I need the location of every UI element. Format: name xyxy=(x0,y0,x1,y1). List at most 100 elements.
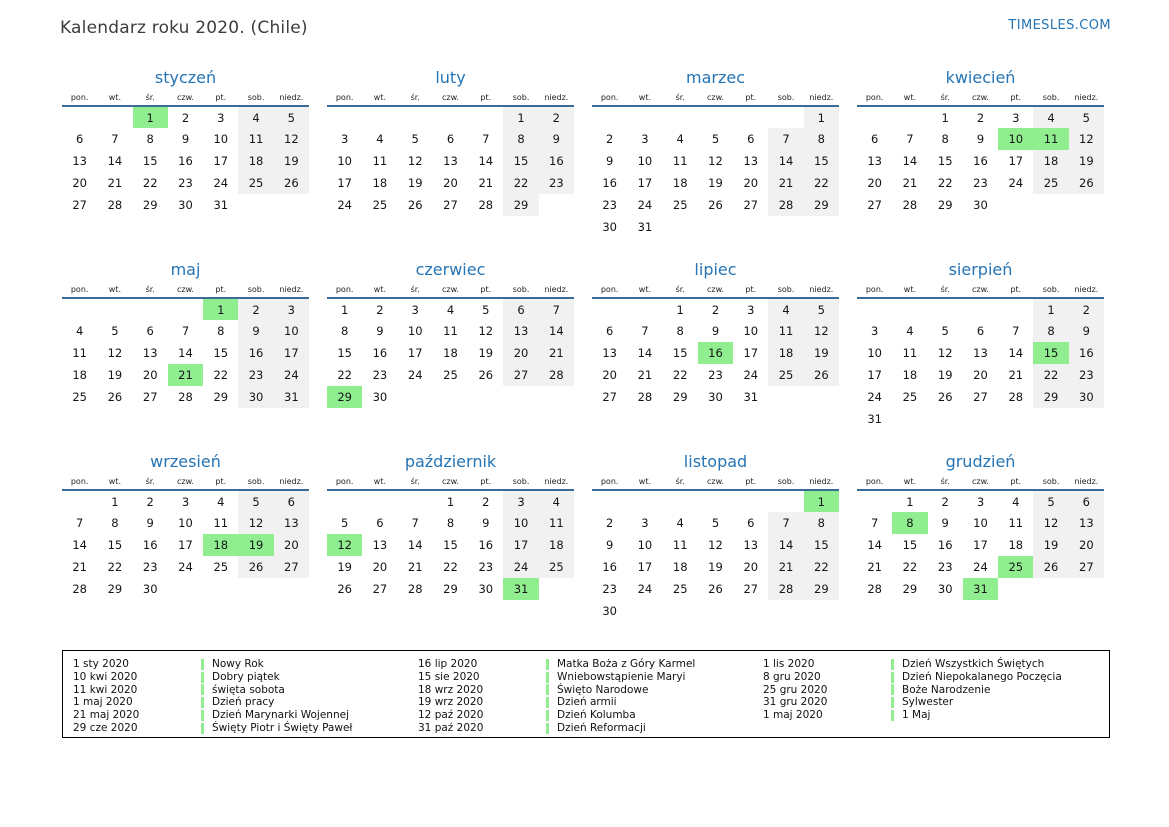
empty-cell xyxy=(768,386,803,408)
date-cell: 5 xyxy=(711,516,720,530)
day-header-niedz: niedz. xyxy=(544,93,569,102)
weekday-header-row: pon. wt. śr. czw. pt. sob. niedz. xyxy=(592,93,839,106)
date-cell: 13 xyxy=(443,154,458,168)
day-header-sob: sob. xyxy=(1042,93,1060,102)
date-cell: 15 xyxy=(443,538,458,552)
legend-holiday-name: Boże Narodzenie xyxy=(902,683,991,696)
date-cell: 7 xyxy=(75,516,84,530)
weekend-date-cell: 1 xyxy=(503,106,539,128)
day-header-śr: śr. xyxy=(675,477,685,486)
weekend-date-cell: 22 xyxy=(1033,364,1069,386)
date-cell: 8 xyxy=(217,324,225,338)
day-header-sob: sob. xyxy=(512,477,530,486)
date-cell: 17 xyxy=(1008,154,1024,168)
date-cell: 16 xyxy=(178,154,193,168)
weekend-date-cell: 5 xyxy=(1068,106,1104,128)
empty-cell xyxy=(698,216,733,238)
empty-cell xyxy=(539,194,574,216)
empty-cell xyxy=(1033,578,1068,600)
empty-cell xyxy=(1033,194,1068,216)
holiday-date-cell: 8 xyxy=(892,512,928,534)
week-row: 13 14 15 16 17 18 19 xyxy=(592,342,839,364)
legend-row: 1 maj 2020 1 Maj xyxy=(763,709,1108,722)
date-cell: 4 xyxy=(376,132,384,146)
weekend-date-cell: 15 xyxy=(803,150,839,172)
empty-cell xyxy=(892,106,927,128)
day-header-czw: czw. xyxy=(177,93,194,102)
date-cell: 5 xyxy=(482,302,490,317)
holiday-date-cell: 1 xyxy=(203,298,239,320)
date-cell: 17 xyxy=(178,538,193,552)
legend-holiday-name: Sylwester xyxy=(902,696,954,709)
day-header-niedz: niedz. xyxy=(809,93,834,102)
date-cell: 6 xyxy=(976,324,985,338)
empty-cell xyxy=(733,490,768,512)
weekend-date-cell: 12 xyxy=(238,512,274,534)
day-header-czw: czw. xyxy=(177,285,194,294)
month-table: pon. wt. śr. czw. pt. sob. niedz. 1 2 3 4 5 6 7 8 9 10 11… xyxy=(62,477,309,600)
week-row: 28 29 30 31 xyxy=(857,578,1104,600)
day-header-śr: śr. xyxy=(675,285,685,294)
day-header-pt: pt. xyxy=(1010,93,1022,102)
date-cell: 22 xyxy=(937,176,953,190)
day-header-czw: czw. xyxy=(707,477,724,486)
weekend-date-cell: 18 xyxy=(1033,150,1069,172)
day-header-wt: wt. xyxy=(638,285,652,294)
date-cell: 12 xyxy=(937,346,953,360)
month-lipiec: lipiec pon. wt. śr. czw. pt. sob. niedz. 1 2 3 4 5 6 7… xyxy=(592,260,839,408)
weekday-header-row: pon. wt. śr. czw. pt. sob. niedz. xyxy=(857,477,1104,490)
weekend-date-cell: 20 xyxy=(1068,534,1104,556)
day-header-sob: sob. xyxy=(247,93,265,102)
date-cell: 14 xyxy=(867,538,882,552)
weekend-date-cell: 30 xyxy=(238,386,274,408)
date-cell: 24 xyxy=(867,390,882,404)
month-grudzień: grudzień pon. wt. śr. czw. pt. sob. niedz. 1 2 3 4 5… xyxy=(857,452,1104,600)
date-cell: 11 xyxy=(672,538,688,552)
weekend-date-cell: 9 xyxy=(538,128,574,150)
date-cell: 7 xyxy=(641,324,649,338)
month-title: luty xyxy=(435,68,466,87)
month-marzec: marzec pon. wt. śr. czw. pt. sob. niedz. 1 2 3 4 5 6 7… xyxy=(592,68,839,238)
date-cell: 11 xyxy=(213,516,229,530)
holiday-date-cell: 11 xyxy=(1033,128,1069,150)
holiday-date-cell: 18 xyxy=(203,534,239,556)
weekday-header-row: pon. wt. śr. czw. pt. sob. niedz. xyxy=(592,477,839,490)
empty-cell xyxy=(539,386,574,408)
legend-name-block: Dobry piątek xyxy=(201,671,280,684)
day-header-sob: sob. xyxy=(777,477,795,486)
empty-cell xyxy=(627,600,662,622)
date-cell: 31 xyxy=(743,390,759,404)
month-title: maj xyxy=(170,260,201,279)
weekend-date-cell: 4 xyxy=(238,106,274,128)
weekend-date-cell: 28 xyxy=(768,194,804,216)
week-row: 9 10 11 12 13 14 15 xyxy=(592,150,839,172)
day-header-śr: śr. xyxy=(940,285,950,294)
week-row: 19 20 21 22 23 24 25 xyxy=(327,556,574,578)
date-cell: 9 xyxy=(181,132,190,146)
day-header-sob: sob. xyxy=(777,93,795,102)
day-header-pt: pt. xyxy=(1010,285,1022,294)
month-styczeń: styczeń pon. wt. śr. czw. pt. sob. niedz. 1 2 3 4 5 6… xyxy=(62,68,309,216)
brand-link[interactable]: TIMESLES.COM xyxy=(1008,18,1111,33)
date-cell: 18 xyxy=(1008,538,1024,552)
date-cell: 4 xyxy=(75,324,84,338)
date-cell: 7 xyxy=(870,516,879,530)
legend-holiday-name: Święto Narodowe xyxy=(557,683,649,696)
legend-row: 12 paź 2020 Dzień Kolumba xyxy=(418,709,763,722)
date-cell: 11 xyxy=(443,324,458,338)
legend-name-block: Dzień Wszystkich Świętych xyxy=(891,658,1044,671)
day-header-wt: wt. xyxy=(108,93,122,102)
empty-cell xyxy=(768,106,803,128)
date-cell: 13 xyxy=(973,346,988,360)
weekend-date-cell: 16 xyxy=(538,150,574,172)
holiday-date-cell: 12 xyxy=(327,534,363,556)
date-cell: 6 xyxy=(446,132,455,146)
date-cell: 21 xyxy=(1008,368,1024,382)
date-cell: 6 xyxy=(747,132,755,146)
date-cell: 29 xyxy=(672,390,688,404)
date-cell: 5 xyxy=(340,516,349,530)
date-cell: 6 xyxy=(146,324,154,338)
